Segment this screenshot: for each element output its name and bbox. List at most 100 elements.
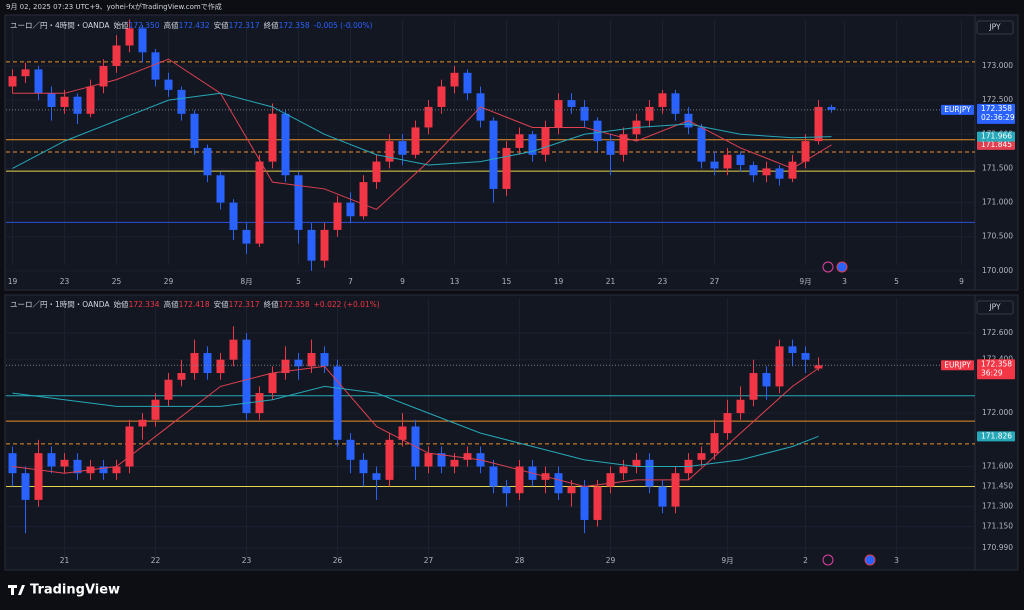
y-tick-label: 171.000: [982, 198, 1013, 207]
price-tag: [977, 359, 1015, 380]
candle-body: [99, 466, 108, 474]
candle-body: [47, 453, 56, 467]
candle-body: [788, 161, 797, 179]
x-tick-label: 2: [803, 556, 808, 565]
ma-tag-label: 171.826: [981, 431, 1012, 440]
candle-body: [255, 161, 264, 244]
header-symbol: ユーロ／円・4時間・OANDA: [10, 21, 110, 30]
candle-body: [372, 161, 381, 183]
y-tick-label: 172.000: [982, 408, 1013, 417]
y-tick-label: 170.500: [982, 232, 1013, 241]
candle-body: [294, 175, 303, 230]
candle-body: [151, 52, 160, 80]
candle-body: [99, 65, 108, 87]
candle-body: [827, 106, 836, 110]
candle-body: [645, 459, 654, 487]
header-field-label: 始値: [114, 299, 129, 309]
caption: 9月 02, 2025 07:23 UTC+9、yohei-fxがTrading…: [6, 2, 222, 11]
candle-body: [60, 459, 69, 467]
candle-body: [203, 353, 212, 374]
candle-body: [697, 127, 706, 162]
currency-button[interactable]: [976, 300, 1014, 315]
candle-body: [450, 459, 459, 467]
candle-body: [333, 202, 342, 230]
x-tick-label: 21: [606, 277, 616, 286]
candle-body: [697, 453, 706, 460]
currency-label: JPY: [988, 303, 1001, 312]
candle-body: [320, 353, 329, 367]
chart-header: ユーロ／円・1時間・OANDA 始値172.334 高値172.418 安値172.3…: [10, 299, 380, 309]
candle-body: [658, 486, 667, 507]
candle-body: [34, 453, 43, 500]
ma-tag: [977, 431, 1015, 442]
y-tick-label: 170.000: [982, 266, 1013, 275]
y-tick-label: 170.990: [982, 543, 1013, 552]
candle-body: [112, 466, 121, 474]
y-tick-label: 173.000: [982, 61, 1013, 70]
candle-body: [125, 426, 134, 467]
x-tick-label: 19: [8, 277, 18, 286]
candle-body: [463, 72, 472, 94]
candle-body: [164, 379, 173, 400]
header-field-value: 172.317: [229, 300, 260, 309]
candle-body: [359, 182, 368, 217]
candle-body: [60, 96, 69, 107]
header-symbol: ユーロ／円・1時間・OANDA: [10, 300, 110, 309]
candle-body: [736, 154, 745, 166]
x-tick-label: 7: [348, 277, 353, 286]
candle-body: [645, 106, 654, 121]
candle-body: [177, 373, 186, 380]
countdown-label: 36:29: [981, 368, 1003, 377]
candle-body: [21, 473, 30, 500]
x-tick-label: 26: [333, 556, 343, 565]
ma-tag: [977, 139, 1015, 150]
ma-tag: [977, 131, 1015, 142]
y-tick-label: 172.600: [982, 328, 1013, 337]
currency-button[interactable]: [976, 20, 1014, 35]
event-icon: [864, 554, 876, 566]
symbol-tag-label: EURJPY: [944, 105, 971, 114]
moving-average: [12, 58, 832, 211]
chart-header: ユーロ／円・4時間・OANDA 始値172.350 高値172.432 安値172.3…: [10, 20, 373, 30]
candle-body: [710, 433, 719, 454]
x-tick-label: 9月: [799, 277, 811, 286]
candle-body: [593, 486, 602, 520]
candle-body: [658, 93, 667, 107]
candle-body: [502, 486, 511, 494]
header-field-value: 172.317: [229, 21, 260, 30]
price-tag-label: 172.358: [981, 104, 1012, 113]
x-tick-label: 29: [164, 277, 174, 286]
candle-body: [515, 466, 524, 494]
event-icon: [822, 261, 834, 273]
candle-body: [294, 359, 303, 367]
candle-body: [372, 473, 381, 480]
y-tick-label: 171.300: [982, 502, 1013, 511]
candle-body: [164, 79, 173, 90]
candle-body: [307, 353, 316, 367]
symbol-tag: [941, 104, 974, 115]
candle-body: [320, 229, 329, 261]
candle-body: [333, 366, 342, 440]
logo-mark: [8, 585, 25, 595]
candle-body: [424, 453, 433, 467]
header-field-value: 172.334: [129, 300, 160, 309]
candle-body: [554, 100, 563, 128]
candle-body: [580, 486, 589, 520]
candle-body: [359, 459, 368, 474]
chart-panel: [4, 294, 1019, 571]
header-change: -0.005 (-0.00%): [314, 21, 373, 30]
logo: TradingView: [8, 583, 120, 598]
candle-body: [47, 93, 56, 107]
candle-body: [281, 359, 290, 374]
candle-body: [736, 399, 745, 414]
candle-body: [255, 393, 264, 414]
candle-body: [749, 165, 758, 176]
moving-average: [12, 92, 832, 169]
candle-body: [814, 365, 823, 369]
candle-body: [281, 113, 290, 176]
candle-body: [385, 439, 394, 480]
header-field-label: 始値: [114, 20, 129, 30]
candle-body: [242, 229, 251, 244]
candle-body: [801, 353, 810, 360]
header-field-label: 安値: [214, 20, 229, 30]
